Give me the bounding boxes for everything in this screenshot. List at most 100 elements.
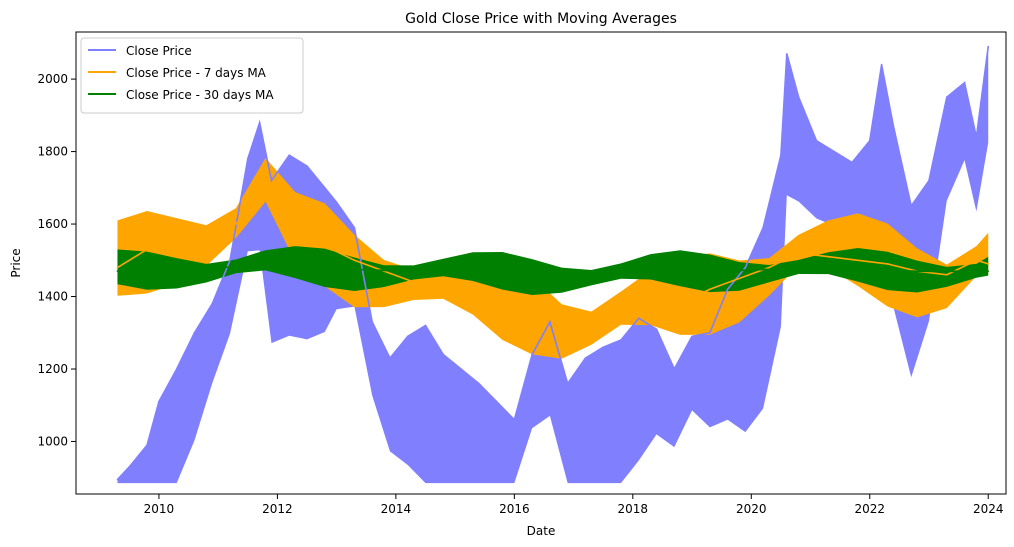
ma30-point (175, 266, 178, 269)
close-price-point (549, 321, 551, 323)
x-axis: 2010 2012 2014 2016 2018 2020 2022 2024 (144, 494, 1004, 516)
ma30-band (117, 246, 989, 295)
close-price-point (513, 418, 516, 421)
close-price-point (655, 328, 658, 330)
ma7-point (620, 313, 622, 316)
y-tick-label: 1000 (37, 434, 68, 448)
close-price-point (371, 321, 373, 323)
ma30-point (442, 271, 445, 273)
close-price-point (478, 382, 480, 385)
ma30-point (531, 272, 533, 275)
ma30-point (501, 272, 504, 274)
close-price-point (762, 226, 764, 229)
x-tick-label: 2022 (854, 502, 885, 516)
close-price-point (673, 368, 676, 370)
legend-label-ma30: Close Price - 30 days MA (126, 88, 274, 102)
close-price-point (335, 201, 338, 204)
close-price-point (691, 335, 693, 338)
ma30-point (709, 270, 711, 272)
close-price-point (987, 45, 990, 48)
close-price-point (531, 353, 533, 356)
close-price-point (270, 179, 273, 182)
close-price-point (620, 339, 622, 341)
close-price-point (963, 81, 966, 84)
close-price-point (389, 357, 391, 359)
ma7-point (945, 273, 948, 276)
ma30-point (886, 269, 889, 272)
ma7-point (353, 259, 356, 262)
ma30-point (987, 270, 990, 272)
close-price-point (786, 52, 788, 55)
x-axis-title: Date (527, 524, 556, 538)
close-price-point (584, 357, 587, 359)
close-price-line (116, 46, 990, 481)
close-price-point (323, 187, 326, 189)
close-price-point (566, 382, 569, 385)
close-price-point (175, 368, 178, 370)
close-price-point (288, 154, 291, 156)
series-lines (116, 45, 990, 481)
ma30-point (827, 268, 830, 270)
close-price-point (975, 136, 978, 138)
legend: Close Price Close Price - 7 days MA Clos… (80, 37, 304, 114)
close-price-point (306, 165, 308, 167)
close-price-point (892, 125, 895, 128)
close-price-point (353, 226, 356, 229)
ma7-point (886, 263, 889, 265)
ma7-point (975, 259, 978, 262)
ma30-point (235, 266, 237, 268)
close-price-point (910, 205, 913, 207)
ma7-point (235, 223, 237, 225)
plot-frame (75, 31, 1007, 495)
close-price-point (602, 346, 604, 349)
ma7-point (531, 306, 533, 309)
ma7-point (709, 288, 711, 291)
y-tick-label: 2000 (37, 72, 68, 86)
close-price-band (117, 46, 989, 484)
ma7-point (857, 259, 859, 262)
ma30-point (590, 273, 593, 276)
close-price-point (406, 335, 409, 338)
close-price-point (851, 161, 853, 164)
x-tick-label: 2010 (144, 502, 175, 516)
x-tick-label: 2020 (736, 502, 767, 516)
ma7-point (649, 310, 652, 312)
chart-title: Gold Close Price with Moving Averages (405, 11, 677, 27)
close-price-point (637, 317, 640, 320)
ma30-point (857, 268, 859, 271)
ma30-point (472, 271, 474, 274)
y-axis-title: Price (9, 248, 23, 277)
close-price-point (128, 466, 131, 468)
ma30-point (264, 264, 267, 267)
ma30-point (649, 272, 652, 274)
ma7-point (146, 248, 148, 251)
close-price-point (258, 121, 261, 124)
close-price-point (158, 400, 160, 403)
y-tick-label: 1400 (37, 290, 68, 304)
ma7-point (987, 263, 990, 265)
close-price-point (726, 288, 729, 291)
close-price-point (868, 139, 871, 142)
y-tick-label: 1600 (37, 217, 68, 231)
x-tick-label: 2018 (618, 502, 649, 516)
ma30-point (945, 270, 948, 273)
ma30-point (620, 273, 622, 275)
close-price-point (211, 302, 214, 305)
close-price-point (495, 400, 498, 403)
ma7-point (175, 237, 178, 240)
ma7-point (412, 281, 415, 283)
ma30-point (412, 270, 415, 272)
series-bands (117, 46, 989, 484)
close-price-point (780, 154, 782, 156)
ma7-point (264, 190, 267, 193)
ma7-point (472, 295, 474, 298)
ma7-point (560, 317, 563, 320)
y-axis: 1000 1200 1400 1600 1800 2000 (37, 72, 76, 448)
ma30-point (383, 269, 385, 272)
ma30-point (797, 267, 800, 270)
close-price-point (146, 444, 148, 446)
ma7-point (590, 321, 593, 323)
ma30-point (116, 270, 119, 272)
ma7-point (116, 266, 119, 269)
